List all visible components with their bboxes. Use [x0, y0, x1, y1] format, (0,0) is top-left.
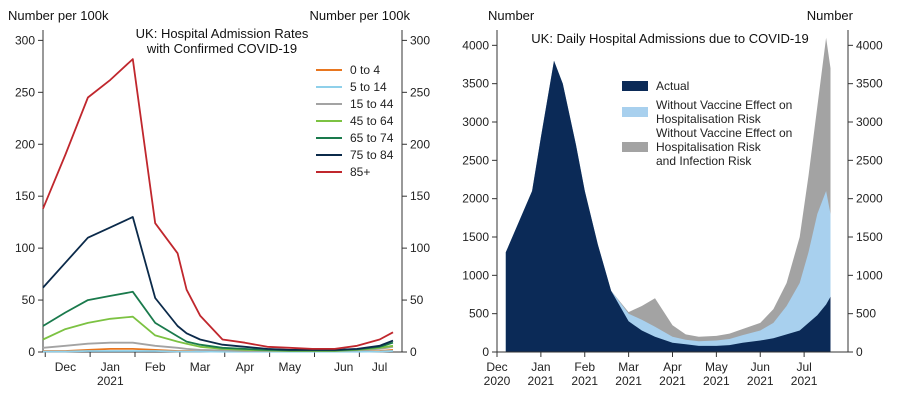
right-x-tick-label: May	[705, 360, 728, 374]
legend-swatch-without-vaccine-effect-on-hospitalisation-risk	[622, 107, 648, 117]
left-y-tick-label: 100	[15, 241, 35, 255]
left-y-tick-label: 150	[15, 189, 35, 203]
right-x-tick-sublabel: 2021	[703, 374, 730, 388]
right-y-tick-label-right: 2500	[856, 153, 883, 167]
legend-swatch-without-vaccine-effect-on-hospitalisation-risk-and-infection-risk	[622, 142, 648, 152]
right-y-tick-label-right: 3500	[856, 77, 883, 91]
left-y-tick-label: 250	[15, 85, 35, 99]
right-x-tick-label: Mar	[618, 360, 639, 374]
right-y-tick-label: 500	[469, 307, 489, 321]
left-chart: Number per 100k Number per 100k UK: Hosp…	[8, 8, 430, 388]
legend-label-5-to-14: 5 to 14	[350, 80, 387, 94]
left-chart-title-line1: UK: Hospital Admission Rates	[136, 26, 309, 41]
right-x-tick-sublabel: 2021	[791, 374, 818, 388]
right-x-tick-sublabel: 2021	[747, 374, 774, 388]
right-y-tick-label: 2000	[462, 192, 489, 206]
right-x-tick-label: Jul	[796, 360, 811, 374]
left-x-tick-label: Dec	[55, 360, 76, 374]
left-y-tick-label: 200	[15, 137, 35, 151]
right-x-tick-sublabel: 2021	[571, 374, 598, 388]
right-chart-ylabel-right: Number	[807, 8, 854, 23]
legend-label-without-vaccine-effect-on-hospitalisation-risk-and-infection-risk: Without Vaccine Effect on Hospitalisation…	[656, 126, 792, 168]
right-y-tick-label: 1500	[462, 230, 489, 244]
left-y-tick-label-right: 50	[410, 293, 424, 307]
left-x-tick-label: Apr	[236, 360, 255, 374]
right-chart-title: UK: Daily Hospital Admissions due to COV…	[531, 31, 808, 46]
right-y-tick-label: 2500	[462, 153, 489, 167]
right-x-tick-sublabel: 2020	[484, 374, 511, 388]
left-x-tick-label: Jun	[334, 360, 353, 374]
right-y-tick-label-right: 0	[856, 345, 863, 359]
right-chart-ylabel-left: Number	[488, 8, 535, 23]
legend-label-45-to-64: 45 to 64	[350, 114, 394, 128]
right-x-tick-sublabel: 2021	[528, 374, 555, 388]
area-actual	[505, 60, 831, 352]
right-x-tick-sublabel: 2021	[615, 374, 642, 388]
right-x-tick-label: Dec	[486, 360, 507, 374]
right-x-tick-label: Apr	[663, 360, 682, 374]
left-y-tick-label-right: 100	[410, 241, 430, 255]
left-x-tick-sublabel: 2021	[97, 374, 124, 388]
legend-swatch-actual	[622, 81, 648, 91]
left-chart-ylabel-right: Number per 100k	[310, 8, 411, 23]
right-y-tick-label: 3000	[462, 115, 489, 129]
left-y-tick-label: 0	[28, 345, 35, 359]
line-85	[42, 58, 394, 350]
line-75-to-84	[42, 216, 394, 351]
right-y-tick-label-right: 3000	[856, 115, 883, 129]
legend-label-75-to-84: 75 to 84	[350, 148, 394, 162]
left-x-tick-label: Jul	[372, 360, 387, 374]
legend-label-0-to-4: 0 to 4	[350, 63, 380, 77]
right-y-tick-label: 3500	[462, 77, 489, 91]
right-x-tick-label: Jun	[751, 360, 770, 374]
right-y-tick-label-right: 1500	[856, 230, 883, 244]
right-y-tick-label-right: 500	[856, 307, 876, 321]
left-chart-title-line2: with Confirmed COVID-19	[146, 41, 297, 56]
left-y-tick-label: 300	[15, 33, 35, 47]
right-y-tick-label: 4000	[462, 38, 489, 52]
legend-label-without-vaccine-effect-on-hospitalisation-risk: Without Vaccine Effect on Hospitalisation…	[656, 98, 792, 126]
legend-label-85: 85+	[350, 165, 370, 179]
right-y-tick-label-right: 2000	[856, 192, 883, 206]
left-y-tick-label: 50	[22, 293, 36, 307]
left-y-tick-label-right: 0	[410, 345, 417, 359]
legend-label-65-to-74: 65 to 74	[350, 131, 394, 145]
left-y-tick-label-right: 200	[410, 137, 430, 151]
right-chart: Number Number UK: Daily Hospital Admissi…	[462, 8, 883, 388]
legend-label-actual: Actual	[656, 79, 689, 93]
left-x-tick-label: Mar	[190, 360, 211, 374]
right-x-tick-label: Feb	[574, 360, 595, 374]
left-x-tick-label: May	[278, 360, 301, 374]
right-y-tick-label: 1000	[462, 268, 489, 282]
left-y-tick-label-right: 250	[410, 85, 430, 99]
right-y-tick-label: 0	[482, 345, 489, 359]
left-x-tick-label: Feb	[145, 360, 166, 374]
right-y-tick-label-right: 1000	[856, 268, 883, 282]
left-y-tick-label-right: 300	[410, 33, 430, 47]
right-y-tick-label-right: 4000	[856, 38, 883, 52]
left-x-tick-label: Jan	[101, 360, 120, 374]
legend-label-15-to-44: 15 to 44	[350, 97, 394, 111]
left-y-tick-label-right: 150	[410, 189, 430, 203]
right-x-tick-sublabel: 2021	[659, 374, 686, 388]
right-x-tick-label: Jan	[531, 360, 550, 374]
left-chart-ylabel-left: Number per 100k	[8, 8, 109, 23]
